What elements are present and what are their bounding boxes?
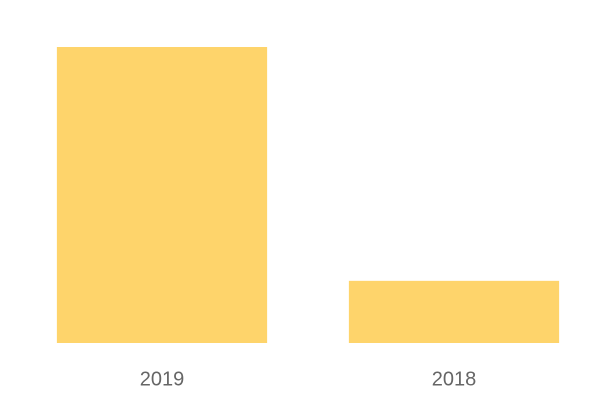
x-tick-label: 2018 [432, 368, 477, 390]
x-tick-label: 2019 [140, 368, 185, 390]
bar [56, 47, 268, 343]
bar [348, 280, 560, 343]
